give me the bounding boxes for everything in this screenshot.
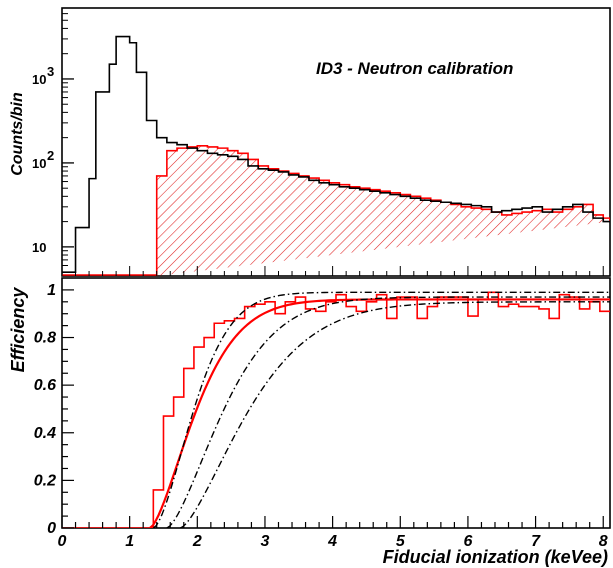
top-y-tick-label: 10: [32, 240, 46, 255]
top-y-tick-label: 10: [32, 72, 46, 87]
x-axis-label: Fiducial ionization (keVee): [383, 547, 608, 567]
bottom-x-tick-label: 1: [125, 533, 134, 550]
top-y-axis-label: Counts/bin: [9, 92, 26, 176]
bottom-y-tick-label: 0: [47, 520, 56, 537]
top-y-tick-exponent: 2: [47, 148, 54, 163]
bottom-y-axis-label: Efficiency: [8, 287, 28, 373]
bottom-panel: 00.20.40.60.810 1 2 3 4 5 6 7 8 Efficiency Fiduc…: [8, 278, 610, 567]
dash-dot-curve: [153, 292, 610, 528]
bottom-plot-frame: [62, 278, 610, 528]
red-efficiency-histogram: [62, 292, 610, 528]
bottom-x-tick-label: 4: [327, 533, 337, 550]
bottom-y-tick-label: 0.6: [34, 377, 56, 394]
bottom-y-tick-label: 0.8: [34, 330, 56, 347]
dash-dot-curve: [167, 297, 610, 528]
bottom-x-tick-label: 0: [58, 533, 67, 550]
bottom-y-tick-label: 0.2: [34, 472, 56, 489]
bottom-y-tick-label: 1: [47, 282, 56, 299]
dash-dot-curve: [180, 302, 610, 528]
bottom-y-tick-label: 0.4: [34, 425, 56, 442]
bottom-x-tick-label: 3: [261, 533, 270, 550]
red-efficiency-fit: [150, 299, 610, 528]
chart-annotation: ID3 - Neutron calibration: [316, 59, 513, 78]
bottom-x-tick-label: 2: [192, 533, 202, 550]
top-y-tick-label: 10: [32, 156, 46, 171]
top-y-tick-exponent: 3: [47, 64, 54, 79]
